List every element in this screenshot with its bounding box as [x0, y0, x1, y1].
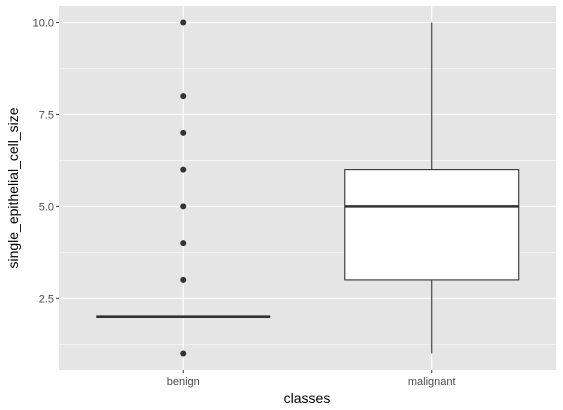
outlier-point [180, 129, 187, 136]
y-tick-label: 10.0 [33, 18, 54, 30]
y-tick-label: 7.5 [39, 109, 54, 121]
y-axis-title: single_epithelial_cell_size [5, 107, 21, 268]
x-tick-label: benign [167, 376, 200, 388]
x-axis: benign malignant [167, 370, 456, 388]
box-iqr [344, 169, 520, 281]
box-series [96, 19, 520, 357]
outlier-point [180, 240, 187, 247]
outlier-point [180, 166, 187, 173]
y-tick-label: 5.0 [39, 201, 54, 213]
x-tick-label: malignant [408, 376, 456, 388]
y-axis: 2.5 5.0 7.5 10.0 [33, 18, 59, 305]
box-benign [96, 19, 271, 357]
outlier-point [180, 93, 187, 100]
outlier-point [180, 350, 187, 357]
outlier-point [180, 203, 187, 210]
box-malignant [344, 22, 520, 354]
outlier-point [180, 276, 187, 283]
minor-gridlines [59, 68, 556, 345]
y-tick-label: 2.5 [39, 293, 54, 305]
x-axis-title: classes [284, 390, 331, 406]
outlier-point [180, 19, 187, 26]
